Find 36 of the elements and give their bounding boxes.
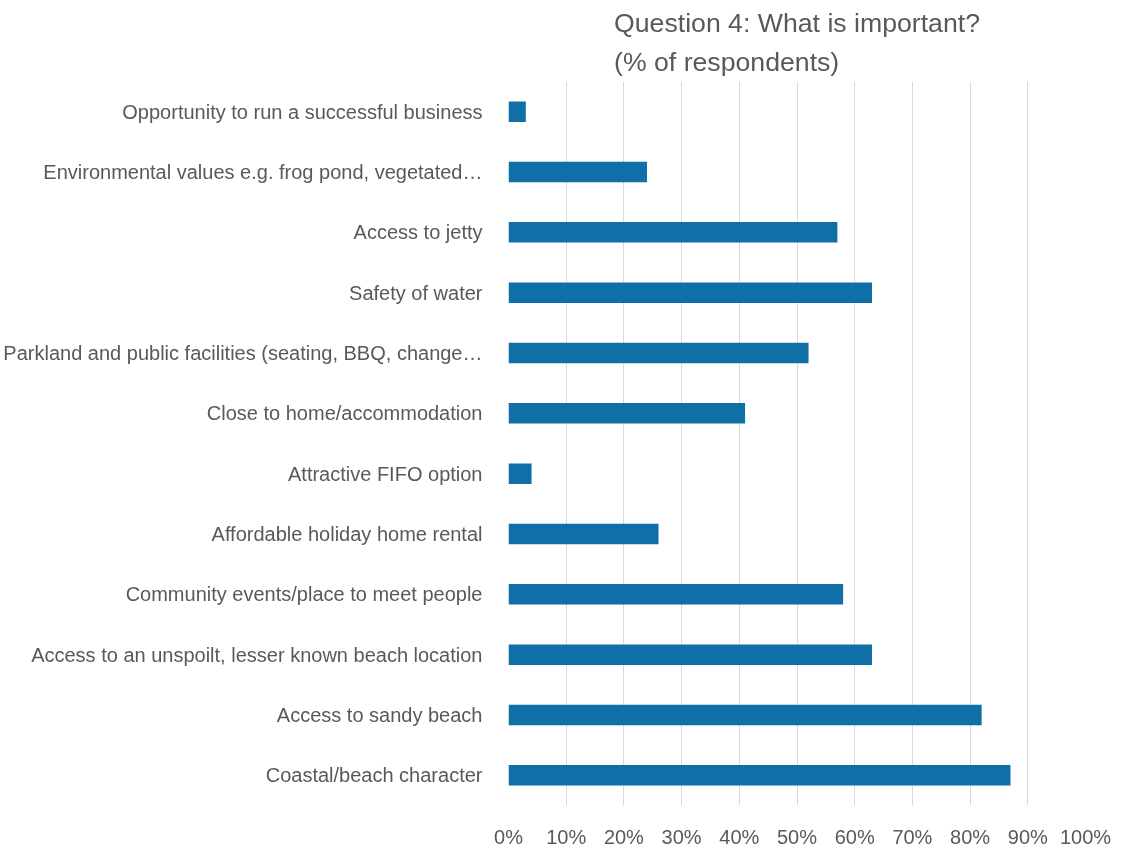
x-tick-label: 60%: [834, 825, 875, 848]
bar: [508, 282, 873, 303]
bar: [508, 161, 647, 183]
bar: [508, 222, 838, 243]
x-tick-label: 0%: [494, 825, 524, 848]
x-tick-label: 30%: [661, 825, 702, 848]
y-tick-label: Safety of water: [349, 281, 483, 304]
bar: [508, 403, 746, 424]
y-tick-label: Access to an unspoilt, lesser known beach location: [31, 643, 483, 666]
x-tick-label: 80%: [950, 825, 991, 848]
x-tick-label: 50%: [776, 825, 818, 848]
y-tick-label: Close to home/accommodation: [206, 402, 483, 425]
x-tick-label: 10%: [546, 825, 587, 848]
x-tick-label: 90%: [1007, 825, 1049, 848]
x-tick-label: 20%: [603, 825, 645, 848]
bar: [508, 765, 1011, 786]
chart-title: Question 4: What is important? (% of respondents): [614, 7, 980, 77]
x-tick-label: 40%: [719, 825, 760, 848]
y-tick-label: Coastal/beach character: [265, 764, 483, 787]
x-tick-label: 70%: [892, 825, 933, 848]
bar: [508, 523, 659, 545]
bar: [508, 101, 526, 122]
y-tick-label: Opportunity to run a successful business: [122, 100, 483, 123]
bar: [508, 704, 982, 726]
y-tick-label: Access to jetty: [353, 221, 483, 244]
y-tick-label: Community events/place to meet people: [125, 583, 483, 606]
y-tick-label: Affordable holiday home rental: [211, 523, 483, 545]
bar: [508, 463, 532, 484]
bar: [508, 584, 844, 605]
bar: [508, 644, 873, 665]
bar: [508, 342, 809, 364]
y-tick-label: Parkland and public facilities (seating, BBQ, change…: [3, 342, 483, 364]
y-tick-label: Access to sandy beach: [276, 704, 483, 726]
y-tick-label: Attractive FIFO option: [287, 462, 483, 485]
x-tick-label: 100%: [1059, 825, 1112, 848]
y-tick-label: Environmental values e.g. frog pond, vegetated…: [43, 161, 483, 183]
